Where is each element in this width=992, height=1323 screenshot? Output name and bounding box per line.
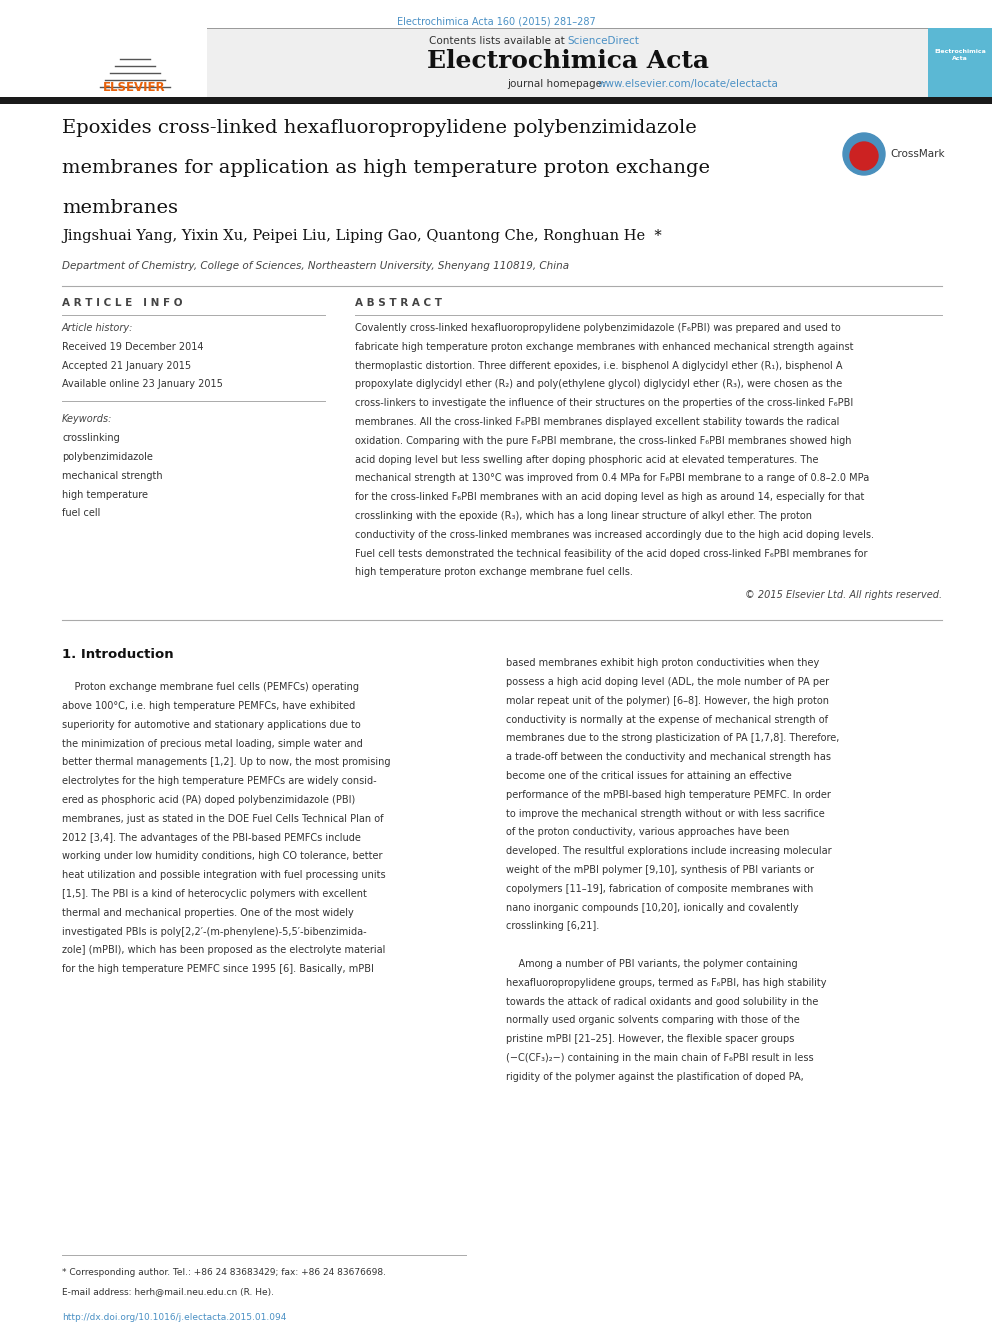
Text: A R T I C L E   I N F O: A R T I C L E I N F O (62, 298, 183, 308)
Text: A B S T R A C T: A B S T R A C T (355, 298, 442, 308)
Bar (62, 28, 207, 97)
Text: Epoxides cross-linked hexafluoropropylidene polybenzimidazole: Epoxides cross-linked hexafluoropropylid… (62, 119, 696, 138)
Text: a trade-off between the conductivity and mechanical strength has: a trade-off between the conductivity and… (506, 753, 831, 762)
Text: 2012 [3,4]. The advantages of the PBI-based PEMFCs include: 2012 [3,4]. The advantages of the PBI-ba… (62, 832, 361, 843)
Text: pristine mPBI [21–25]. However, the flexible spacer groups: pristine mPBI [21–25]. However, the flex… (506, 1035, 795, 1044)
Text: heat utilization and possible integration with fuel processing units: heat utilization and possible integratio… (62, 871, 386, 880)
Circle shape (843, 134, 885, 175)
Text: Contents lists available at: Contents lists available at (429, 36, 567, 46)
Text: polybenzimidazole: polybenzimidazole (62, 452, 153, 462)
Text: rigidity of the polymer against the plastification of doped PA,: rigidity of the polymer against the plas… (506, 1072, 804, 1082)
Text: cross-linkers to investigate the influence of their structures on the properties: cross-linkers to investigate the influen… (355, 398, 853, 409)
Bar (0, 97, 992, 105)
Text: acid doping level but less swelling after doping phosphoric acid at elevated tem: acid doping level but less swelling afte… (355, 455, 818, 464)
Text: mechanical strength: mechanical strength (62, 471, 163, 480)
Text: crosslinking [6,21].: crosslinking [6,21]. (506, 921, 599, 931)
Text: membranes for application as high temperature proton exchange: membranes for application as high temper… (62, 159, 710, 177)
Text: high temperature: high temperature (62, 490, 148, 500)
Text: towards the attack of radical oxidants and good solubility in the: towards the attack of radical oxidants a… (506, 996, 818, 1007)
Text: superiority for automotive and stationary applications due to: superiority for automotive and stationar… (62, 720, 361, 730)
Text: oxidation. Comparing with the pure F₆PBI membrane, the cross-linked F₆PBI membra: oxidation. Comparing with the pure F₆PBI… (355, 435, 851, 446)
Text: for the cross-linked F₆PBI membranes with an acid doping level as high as around: for the cross-linked F₆PBI membranes wit… (355, 492, 864, 503)
Text: electrolytes for the high temperature PEMFCs are widely consid-: electrolytes for the high temperature PE… (62, 777, 377, 786)
Text: based membranes exhibit high proton conductivities when they: based membranes exhibit high proton cond… (506, 659, 819, 668)
Text: Received 19 December 2014: Received 19 December 2014 (62, 341, 203, 352)
Text: Accepted 21 January 2015: Accepted 21 January 2015 (62, 361, 191, 370)
Text: (−C(CF₃)₂−) containing in the main chain of F₆PBI result in less: (−C(CF₃)₂−) containing in the main chain… (506, 1053, 813, 1062)
Text: Keywords:: Keywords: (62, 414, 112, 425)
Text: ScienceDirect: ScienceDirect (567, 36, 640, 46)
Text: Electrochimica Acta: Electrochimica Acta (427, 49, 708, 73)
Text: membranes. All the cross-linked F₆PBI membranes displayed excellent stability to: membranes. All the cross-linked F₆PBI me… (355, 417, 839, 427)
Text: Article history:: Article history: (62, 323, 133, 333)
Text: working under low humidity conditions, high CO tolerance, better: working under low humidity conditions, h… (62, 852, 383, 861)
Text: * Corresponding author. Tel.: +86 24 83683429; fax: +86 24 83676698.: * Corresponding author. Tel.: +86 24 836… (62, 1267, 386, 1277)
Text: Department of Chemistry, College of Sciences, Northeastern University, Shenyang : Department of Chemistry, College of Scie… (62, 261, 569, 271)
Text: CrossMark: CrossMark (890, 149, 944, 159)
Text: high temperature proton exchange membrane fuel cells.: high temperature proton exchange membran… (355, 568, 633, 577)
Text: mechanical strength at 130°C was improved from 0.4 MPa for F₆PBI membrane to a r: mechanical strength at 130°C was improve… (355, 474, 869, 483)
Text: Among a number of PBI variants, the polymer containing: Among a number of PBI variants, the poly… (506, 959, 798, 968)
Text: thermoplastic distortion. Three different epoxides, i.e. bisphenol A diglycidyl : thermoplastic distortion. Three differen… (355, 361, 842, 370)
Text: investigated PBIs is poly[2,2′-(m-phenylene)-5,5′-bibenzimida-: investigated PBIs is poly[2,2′-(m-phenyl… (62, 926, 367, 937)
Text: become one of the critical issues for attaining an effective: become one of the critical issues for at… (506, 771, 792, 781)
Text: membranes, just as stated in the DOE Fuel Cells Technical Plan of: membranes, just as stated in the DOE Fue… (62, 814, 384, 824)
Text: crosslinking: crosslinking (62, 433, 120, 443)
Text: 1. Introduction: 1. Introduction (62, 648, 174, 662)
Text: of the proton conductivity, various approaches have been: of the proton conductivity, various appr… (506, 827, 790, 837)
Text: possess a high acid doping level (ADL, the mole number of PA per: possess a high acid doping level (ADL, t… (506, 677, 829, 687)
Bar (928, 28, 992, 97)
Text: E-mail address: herh@mail.neu.edu.cn (R. He).: E-mail address: herh@mail.neu.edu.cn (R.… (62, 1287, 274, 1297)
Text: http://dx.doi.org/10.1016/j.electacta.2015.01.094: http://dx.doi.org/10.1016/j.electacta.20… (62, 1312, 287, 1322)
Text: above 100°C, i.e. high temperature PEMFCs, have exhibited: above 100°C, i.e. high temperature PEMFC… (62, 701, 355, 710)
Text: membranes: membranes (62, 198, 178, 217)
Text: molar repeat unit of the polymer) [6–8]. However, the high proton: molar repeat unit of the polymer) [6–8].… (506, 696, 829, 705)
Text: to improve the mechanical strength without or with less sacrifice: to improve the mechanical strength witho… (506, 808, 824, 819)
Text: journal homepage:: journal homepage: (508, 79, 609, 89)
Text: thermal and mechanical properties. One of the most widely: thermal and mechanical properties. One o… (62, 908, 354, 918)
Text: weight of the mPBI polymer [9,10], synthesis of PBI variants or: weight of the mPBI polymer [9,10], synth… (506, 865, 814, 875)
Text: Proton exchange membrane fuel cells (PEMFCs) operating: Proton exchange membrane fuel cells (PEM… (62, 683, 359, 692)
Text: Electrochimica
Acta: Electrochimica Acta (934, 49, 986, 61)
Text: nano inorganic compounds [10,20], ionically and covalently: nano inorganic compounds [10,20], ionica… (506, 902, 799, 913)
Text: Jingshuai Yang, Yixin Xu, Peipei Liu, Liping Gao, Quantong Che, Ronghuan He  *: Jingshuai Yang, Yixin Xu, Peipei Liu, Li… (62, 229, 662, 243)
Text: the minimization of precious metal loading, simple water and: the minimization of precious metal loadi… (62, 738, 363, 749)
Text: www.elsevier.com/locate/electacta: www.elsevier.com/locate/electacta (597, 79, 779, 89)
Text: Fuel cell tests demonstrated the technical feasibility of the acid doped cross-l: Fuel cell tests demonstrated the technic… (355, 549, 867, 558)
Text: hexafluoropropylidene groups, termed as F₆PBI, has high stability: hexafluoropropylidene groups, termed as … (506, 978, 826, 988)
Text: membranes due to the strong plasticization of PA [1,7,8]. Therefore,: membranes due to the strong plasticizati… (506, 733, 839, 744)
Text: propoxylate diglycidyl ether (R₂) and poly(ethylene glycol) diglycidyl ether (R₃: propoxylate diglycidyl ether (R₂) and po… (355, 380, 842, 389)
Text: zole] (mPBI), which has been proposed as the electrolyte material: zole] (mPBI), which has been proposed as… (62, 946, 385, 955)
Text: fuel cell: fuel cell (62, 508, 100, 519)
Text: Electrochimica Acta 160 (2015) 281–287: Electrochimica Acta 160 (2015) 281–287 (397, 17, 595, 26)
Text: conductivity is normally at the expense of mechanical strength of: conductivity is normally at the expense … (506, 714, 828, 725)
Text: normally used organic solvents comparing with those of the: normally used organic solvents comparing… (506, 1015, 800, 1025)
Text: ered as phosphoric acid (PA) doped polybenzimidazole (PBI): ered as phosphoric acid (PA) doped polyb… (62, 795, 355, 804)
Text: performance of the mPBI-based high temperature PEMFC. In order: performance of the mPBI-based high tempe… (506, 790, 831, 800)
Circle shape (850, 142, 878, 169)
Text: fabricate high temperature proton exchange membranes with enhanced mechanical st: fabricate high temperature proton exchan… (355, 341, 853, 352)
Bar (62, 28, 928, 97)
Text: ELSEVIER: ELSEVIER (103, 81, 166, 94)
Text: copolymers [11–19], fabrication of composite membranes with: copolymers [11–19], fabrication of compo… (506, 884, 813, 894)
Text: for the high temperature PEMFC since 1995 [6]. Basically, mPBI: for the high temperature PEMFC since 199… (62, 964, 374, 974)
Text: developed. The resultful explorations include increasing molecular: developed. The resultful explorations in… (506, 847, 831, 856)
Text: better thermal managements [1,2]. Up to now, the most promising: better thermal managements [1,2]. Up to … (62, 757, 391, 767)
Text: conductivity of the cross-linked membranes was increased accordingly due to the : conductivity of the cross-linked membran… (355, 529, 874, 540)
Text: Covalently cross-linked hexafluoropropylidene polybenzimidazole (F₆PBI) was prep: Covalently cross-linked hexafluoropropyl… (355, 323, 841, 333)
Text: Available online 23 January 2015: Available online 23 January 2015 (62, 380, 223, 389)
Text: [1,5]. The PBI is a kind of heterocyclic polymers with excellent: [1,5]. The PBI is a kind of heterocyclic… (62, 889, 367, 900)
Text: © 2015 Elsevier Ltd. All rights reserved.: © 2015 Elsevier Ltd. All rights reserved… (745, 590, 942, 601)
Text: crosslinking with the epoxide (R₃), which has a long linear structure of alkyl e: crosslinking with the epoxide (R₃), whic… (355, 511, 812, 521)
